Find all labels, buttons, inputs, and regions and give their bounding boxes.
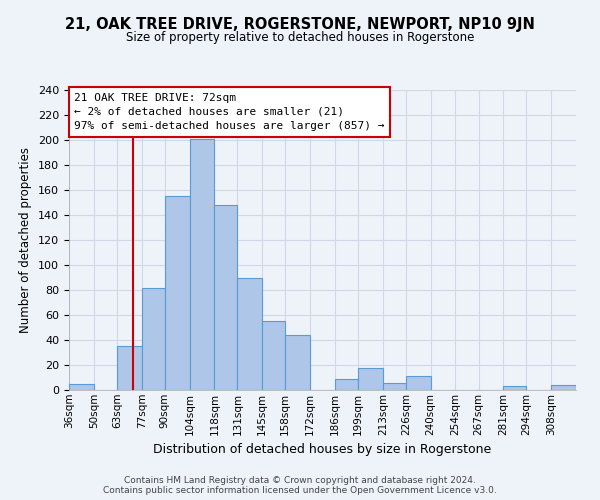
Bar bbox=[238, 278, 262, 390]
Bar bbox=[551, 385, 576, 390]
Bar bbox=[358, 368, 383, 390]
Bar bbox=[165, 196, 190, 390]
Bar bbox=[262, 322, 285, 390]
Text: Contains public sector information licensed under the Open Government Licence v3: Contains public sector information licen… bbox=[103, 486, 497, 495]
Text: 21 OAK TREE DRIVE: 72sqm
← 2% of detached houses are smaller (21)
97% of semi-de: 21 OAK TREE DRIVE: 72sqm ← 2% of detache… bbox=[74, 93, 385, 131]
Text: 21, OAK TREE DRIVE, ROGERSTONE, NEWPORT, NP10 9JN: 21, OAK TREE DRIVE, ROGERSTONE, NEWPORT,… bbox=[65, 18, 535, 32]
Bar bbox=[190, 138, 214, 390]
Bar bbox=[383, 382, 406, 390]
X-axis label: Distribution of detached houses by size in Rogerstone: Distribution of detached houses by size … bbox=[154, 443, 491, 456]
Bar bbox=[214, 205, 238, 390]
Bar bbox=[142, 288, 165, 390]
Text: Size of property relative to detached houses in Rogerstone: Size of property relative to detached ho… bbox=[126, 31, 474, 44]
Bar bbox=[406, 376, 431, 390]
Y-axis label: Number of detached properties: Number of detached properties bbox=[19, 147, 32, 333]
Bar bbox=[69, 384, 94, 390]
Bar bbox=[503, 386, 526, 390]
Bar bbox=[285, 335, 310, 390]
Bar bbox=[117, 346, 142, 390]
Bar bbox=[335, 379, 358, 390]
Text: Contains HM Land Registry data © Crown copyright and database right 2024.: Contains HM Land Registry data © Crown c… bbox=[124, 476, 476, 485]
